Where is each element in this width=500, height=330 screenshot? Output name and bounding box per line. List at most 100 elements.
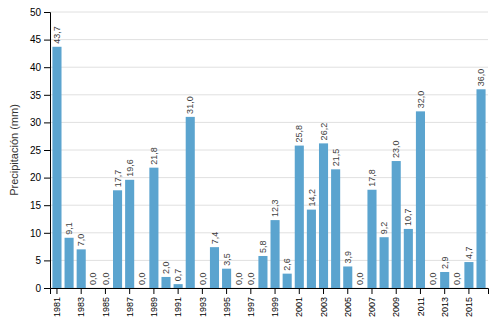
bar <box>428 288 437 289</box>
x-tick-label: 1995 <box>222 297 232 317</box>
y-tick: 40 <box>30 62 50 73</box>
data-label: 9,1 <box>64 222 74 235</box>
data-label: 0,7 <box>173 269 183 282</box>
data-label: 0,0 <box>137 272 147 285</box>
x-tick: 1989 <box>149 288 159 317</box>
data-label: 14,2 <box>307 189 317 207</box>
x-tick-label: 2007 <box>367 297 377 317</box>
y-tick-mark <box>44 12 50 13</box>
bar <box>307 210 316 288</box>
x-tick-mark <box>371 288 372 294</box>
x-tick: 2009 <box>391 288 401 317</box>
x-tick-mark <box>129 288 130 294</box>
grid-line <box>50 67 488 68</box>
bar <box>392 161 401 288</box>
chart: 43,79,17,00,00,017,719,60,021,82,00,731,… <box>0 0 500 330</box>
bar <box>476 89 485 288</box>
x-tick-label: 2009 <box>391 297 401 317</box>
y-tick-mark <box>44 150 50 151</box>
x-tick-mark <box>202 288 203 294</box>
y-tick: 10 <box>30 228 50 239</box>
x-tick-label: 1985 <box>101 297 111 317</box>
data-label: 0,0 <box>198 272 208 285</box>
y-tick-mark <box>44 205 50 206</box>
data-label: 17,7 <box>113 170 123 188</box>
x-tick-mark <box>396 288 397 294</box>
data-label: 21,5 <box>331 149 341 167</box>
y-tick: 50 <box>30 7 50 18</box>
data-label: 7,4 <box>210 232 220 245</box>
data-label: 0,0 <box>452 272 462 285</box>
x-tick-label: 1997 <box>246 297 256 317</box>
data-label: 0,0 <box>246 272 256 285</box>
bar <box>186 117 195 288</box>
data-label: 10,7 <box>403 208 413 226</box>
data-label: 0,0 <box>355 272 365 285</box>
x-tick-mark <box>250 288 251 294</box>
bar <box>65 238 74 288</box>
x-tick-label: 1989 <box>149 297 159 317</box>
y-tick-label: 5 <box>35 255 41 266</box>
x-tick-label: 2011 <box>416 297 426 316</box>
data-label: 7,0 <box>76 234 86 247</box>
x-tick: 1995 <box>222 288 232 317</box>
data-labels: 43,79,17,00,00,017,719,60,021,82,00,731,… <box>52 26 486 285</box>
bar <box>52 47 61 288</box>
x-tick: 2007 <box>367 288 377 317</box>
x-tick: 1993 <box>198 288 208 317</box>
bar <box>113 190 122 288</box>
data-label: 3,9 <box>343 251 353 264</box>
x-tick-label: 2003 <box>319 297 329 317</box>
grid-line <box>50 12 488 13</box>
y-tick-label: 25 <box>30 145 42 156</box>
grid <box>50 12 488 288</box>
x-tick-label: 1981 <box>52 297 62 317</box>
data-label: 21,8 <box>149 147 159 165</box>
data-label: 36,0 <box>476 69 486 87</box>
x-tick-label: 1993 <box>198 297 208 317</box>
data-label: 12,3 <box>270 200 280 218</box>
bar <box>343 266 352 288</box>
y-tick-mark <box>44 233 50 234</box>
bar <box>198 288 207 289</box>
y-tick-label: 40 <box>30 62 42 73</box>
y-tick-mark <box>44 288 50 289</box>
y-tick-mark <box>44 40 50 41</box>
y-tick-label: 35 <box>30 90 42 101</box>
data-label: 2,9 <box>440 256 450 269</box>
y-tick: 45 <box>30 34 50 45</box>
data-label: 26,2 <box>319 123 329 141</box>
x-tick-mark <box>153 288 154 294</box>
data-label: 43,7 <box>52 26 62 44</box>
bar <box>222 269 231 288</box>
y-tick-label: 20 <box>30 172 42 183</box>
y-axis-line <box>44 13 51 289</box>
x-tick: 2005 <box>343 288 353 317</box>
bar <box>295 146 304 288</box>
x-tick-label: 1991 <box>173 297 183 317</box>
y-axis-title: Precipitación (mm) <box>8 104 20 196</box>
bar <box>271 220 280 288</box>
y-tick-label: 45 <box>30 34 42 45</box>
data-label: 0,0 <box>101 272 111 285</box>
bar <box>234 288 243 289</box>
data-label: 17,8 <box>367 169 377 187</box>
x-tick-mark <box>420 288 421 294</box>
grid-line <box>50 39 488 40</box>
y-axis: 05101520253035404550 <box>30 7 51 294</box>
bar <box>283 274 292 288</box>
x-tick-mark <box>347 288 348 294</box>
bar <box>319 143 328 288</box>
bar <box>452 288 461 289</box>
x-tick-label: 2005 <box>343 297 353 317</box>
x-tick: 2013 <box>440 288 450 317</box>
x-tick: 2003 <box>319 288 329 317</box>
y-tick-mark <box>44 95 50 96</box>
x-tick: 1981 <box>52 288 62 317</box>
y-tick: 35 <box>30 90 50 101</box>
y-tick-label: 15 <box>30 200 42 211</box>
data-label: 0,0 <box>234 272 244 285</box>
x-tick-mark <box>323 288 324 294</box>
data-label: 32,0 <box>416 91 426 109</box>
x-tick-mark <box>105 288 106 294</box>
